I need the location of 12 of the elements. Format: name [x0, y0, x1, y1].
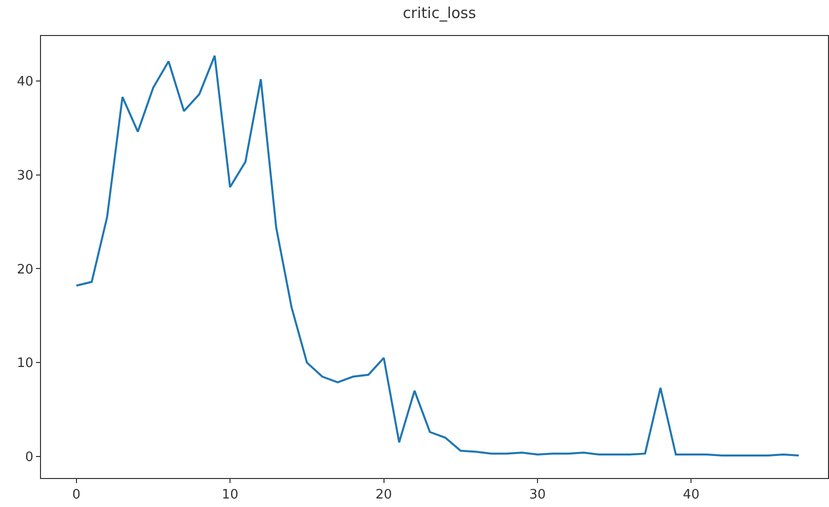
y-tick-label: 10	[16, 356, 34, 372]
x-tick-label: 10	[222, 488, 238, 503]
chart-title: critic_loss	[402, 4, 476, 22]
x-tick-label: 20	[376, 488, 392, 503]
x-tick-label: 40	[682, 488, 700, 503]
line-series	[75, 54, 800, 456]
y-tick-label: 40	[16, 74, 34, 90]
x-tick-label: 0	[72, 488, 80, 503]
x-tick-label: 30	[529, 488, 546, 503]
y-tick-label: 20	[16, 262, 34, 278]
y-tick-label: 30	[16, 168, 34, 184]
y-tick-label: 0	[25, 450, 34, 465]
